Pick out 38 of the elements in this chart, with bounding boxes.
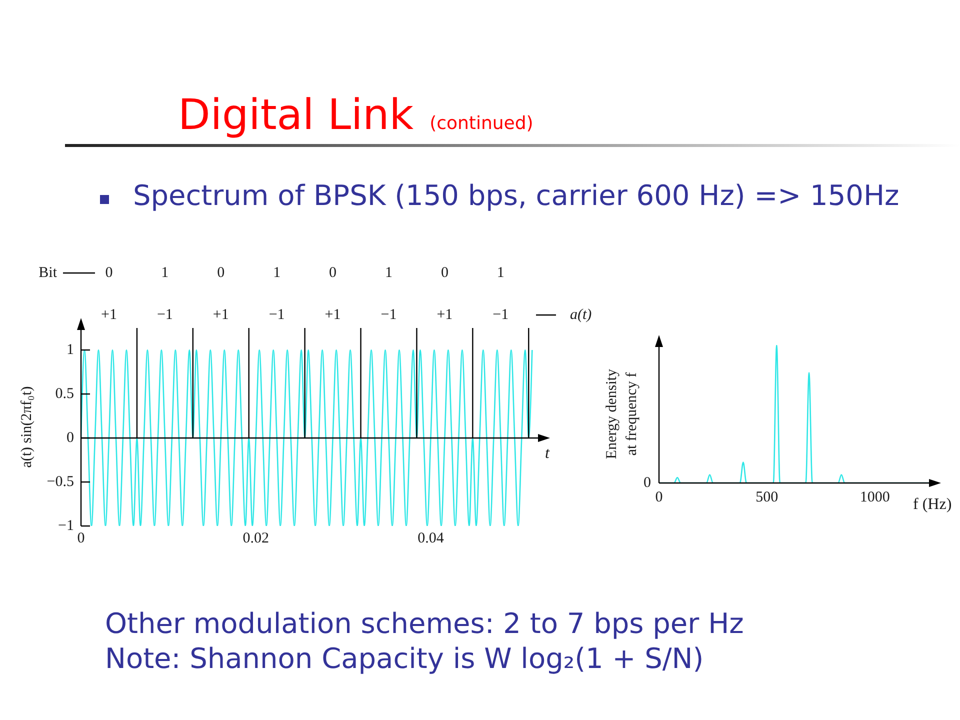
text: 0 bbox=[440, 265, 448, 281]
y-tick-label: −1 bbox=[58, 518, 74, 534]
text: Other modulation schemes: 2 to 7 bps per Hz bbox=[105, 606, 744, 641]
x-tick-label: 1000 bbox=[860, 490, 890, 506]
y-axis-title: Energy density at frequency f bbox=[604, 368, 640, 460]
y-tick-label: 0.5 bbox=[55, 386, 74, 402]
text: 1 bbox=[496, 265, 504, 281]
x-axis-title: t bbox=[545, 444, 550, 462]
x-tick-label: 0.02 bbox=[242, 530, 269, 547]
text: Bit bbox=[38, 265, 58, 281]
x-tick-label: 0.04 bbox=[418, 530, 444, 547]
text: +1 bbox=[324, 307, 341, 323]
y-axis-title: a(t) sin(2πf₀t) bbox=[19, 386, 35, 468]
text: 0 bbox=[217, 265, 225, 281]
text: +1 bbox=[100, 307, 117, 323]
text: −1 bbox=[156, 307, 173, 323]
text: Note: Shannon Capacity is W log₂(1 + S/N) bbox=[105, 641, 705, 676]
text: 1 bbox=[273, 265, 281, 281]
text: −1 bbox=[268, 307, 285, 323]
text: 0 bbox=[329, 265, 337, 281]
x-tick-label: 500 bbox=[756, 490, 778, 506]
chart-subtitle: Spectrum of BPSK (150 bps, carrier 600 Hz) => 150Hz bbox=[133, 179, 900, 212]
text: a(t) bbox=[570, 307, 592, 323]
text: 0 bbox=[644, 475, 651, 491]
x-tick-label: 0 bbox=[77, 530, 85, 547]
y-tick-label: −0.5 bbox=[46, 474, 74, 490]
x-axis-title: f (Hz) bbox=[913, 496, 952, 512]
text: −1 bbox=[492, 307, 509, 323]
y-tick-label: 1 bbox=[66, 342, 74, 358]
text: 1 bbox=[385, 265, 392, 281]
x-tick-label: 0 bbox=[655, 490, 663, 506]
y-tick-label: 0 bbox=[66, 430, 74, 446]
text: +1 bbox=[436, 307, 453, 323]
chart-title: Digital Link (continued) bbox=[178, 90, 534, 139]
text: 1 bbox=[161, 265, 169, 281]
text: −1 bbox=[380, 307, 397, 323]
text: +1 bbox=[212, 307, 229, 323]
text: 0 bbox=[105, 265, 113, 281]
